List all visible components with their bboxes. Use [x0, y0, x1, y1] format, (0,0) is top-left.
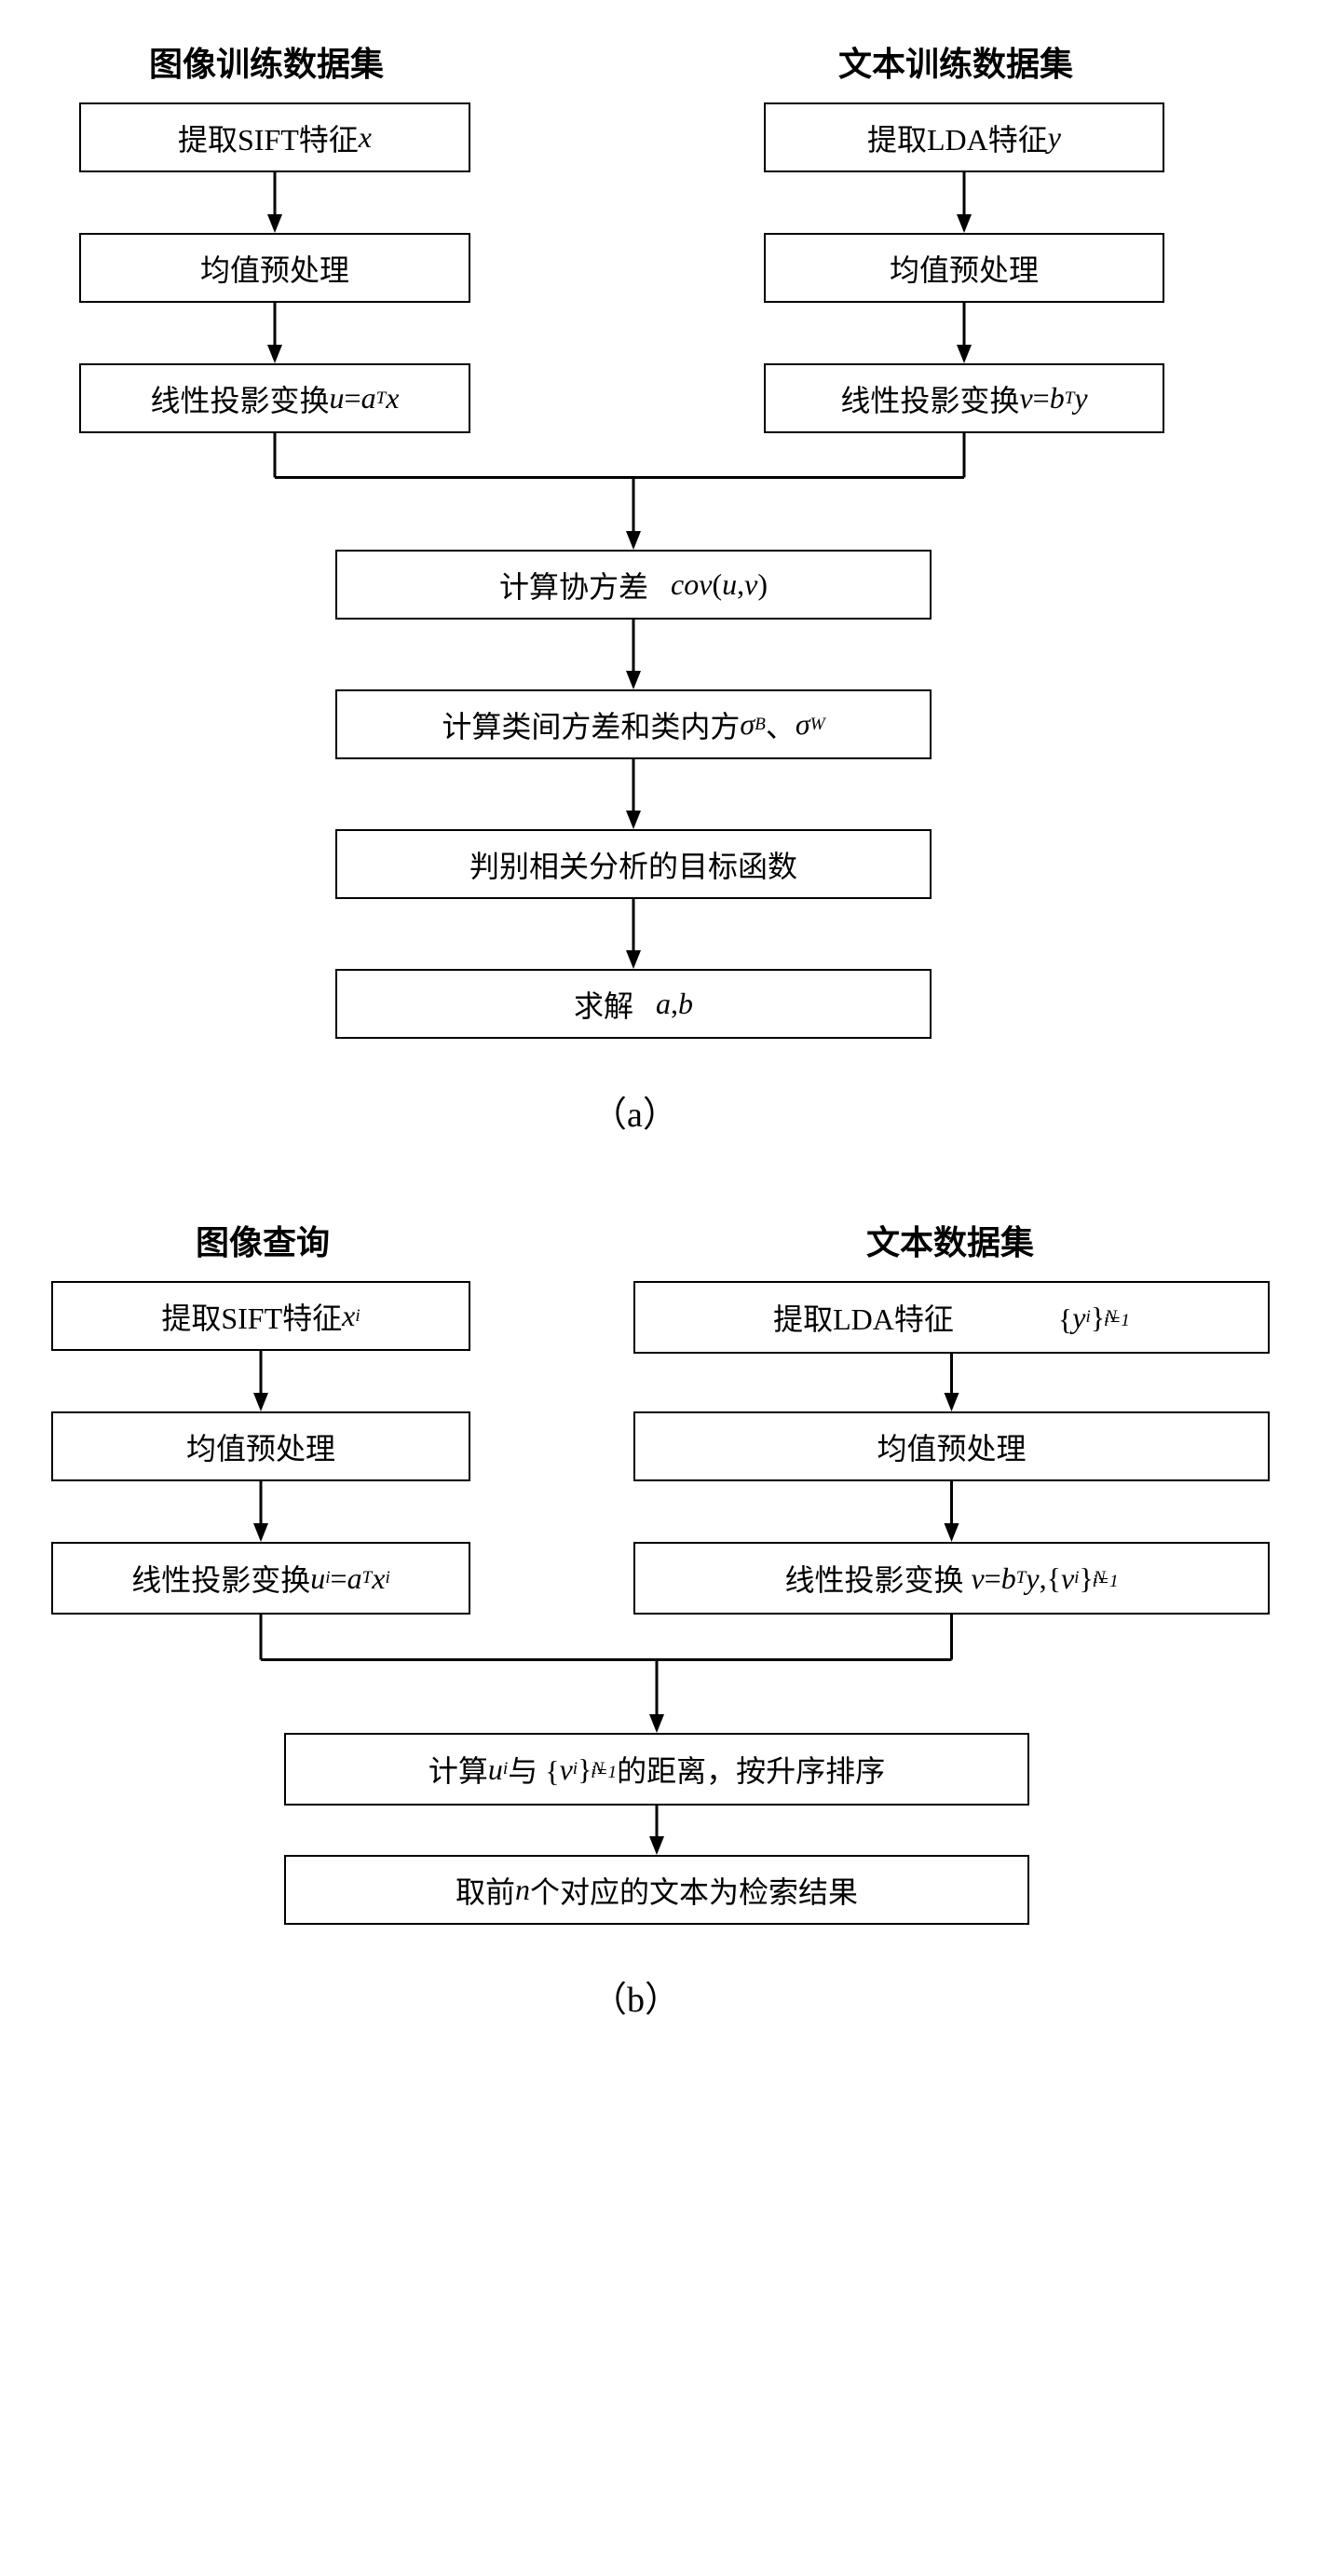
flow-node: 提取LDA特征 y — [764, 102, 1164, 172]
figure-sublabel: （b） — [592, 1970, 680, 2022]
flow-node: 线性投影变换 u = aTx — [79, 363, 470, 433]
flow-node: 计算类间方差和类内方 σB 、σW — [335, 689, 932, 759]
section-title: 图像查询 — [196, 1216, 330, 1264]
flow-node: 提取SIFT特征 xi — [51, 1281, 470, 1351]
section-title: 文本数据集 — [866, 1216, 1034, 1264]
flow-node: 线性投影变换 v = bTy — [764, 363, 1164, 433]
flow-node: 提取SIFT特征 x — [79, 102, 470, 172]
flow-node: 计算协方差 cov(u,v) — [335, 550, 932, 620]
flow-node: 均值预处理 — [764, 233, 1164, 303]
flow-node: 计算 ui 与 {vi}Ni=1 的距离，按升序排序 — [284, 1733, 1029, 1806]
flow-node: 判别相关分析的目标函数 — [335, 829, 932, 899]
flow-node: 线性投影变换 ui = aTxi — [51, 1542, 470, 1615]
flowchart-diagram: 图像训练数据集文本训练数据集提取SIFT特征 x提取LDA特征 y均值预处理均值… — [0, 19, 1333, 2557]
flow-node: 线性投影变换 v = bT y ,{vi}Ni=1 — [633, 1542, 1270, 1615]
flow-node: 均值预处理 — [51, 1411, 470, 1481]
flow-node: 求解 a, b — [335, 969, 932, 1039]
section-title: 文本训练数据集 — [838, 37, 1073, 86]
flow-node: 取前 n 个对应的文本为检索结果 — [284, 1855, 1029, 1925]
figure-sublabel: （a） — [592, 1085, 678, 1137]
flow-node: 均值预处理 — [79, 233, 470, 303]
section-title: 图像训练数据集 — [149, 37, 384, 86]
flow-node: 提取LDA特征 {yi}Ni=1 — [633, 1281, 1270, 1354]
flow-node: 均值预处理 — [633, 1411, 1270, 1481]
